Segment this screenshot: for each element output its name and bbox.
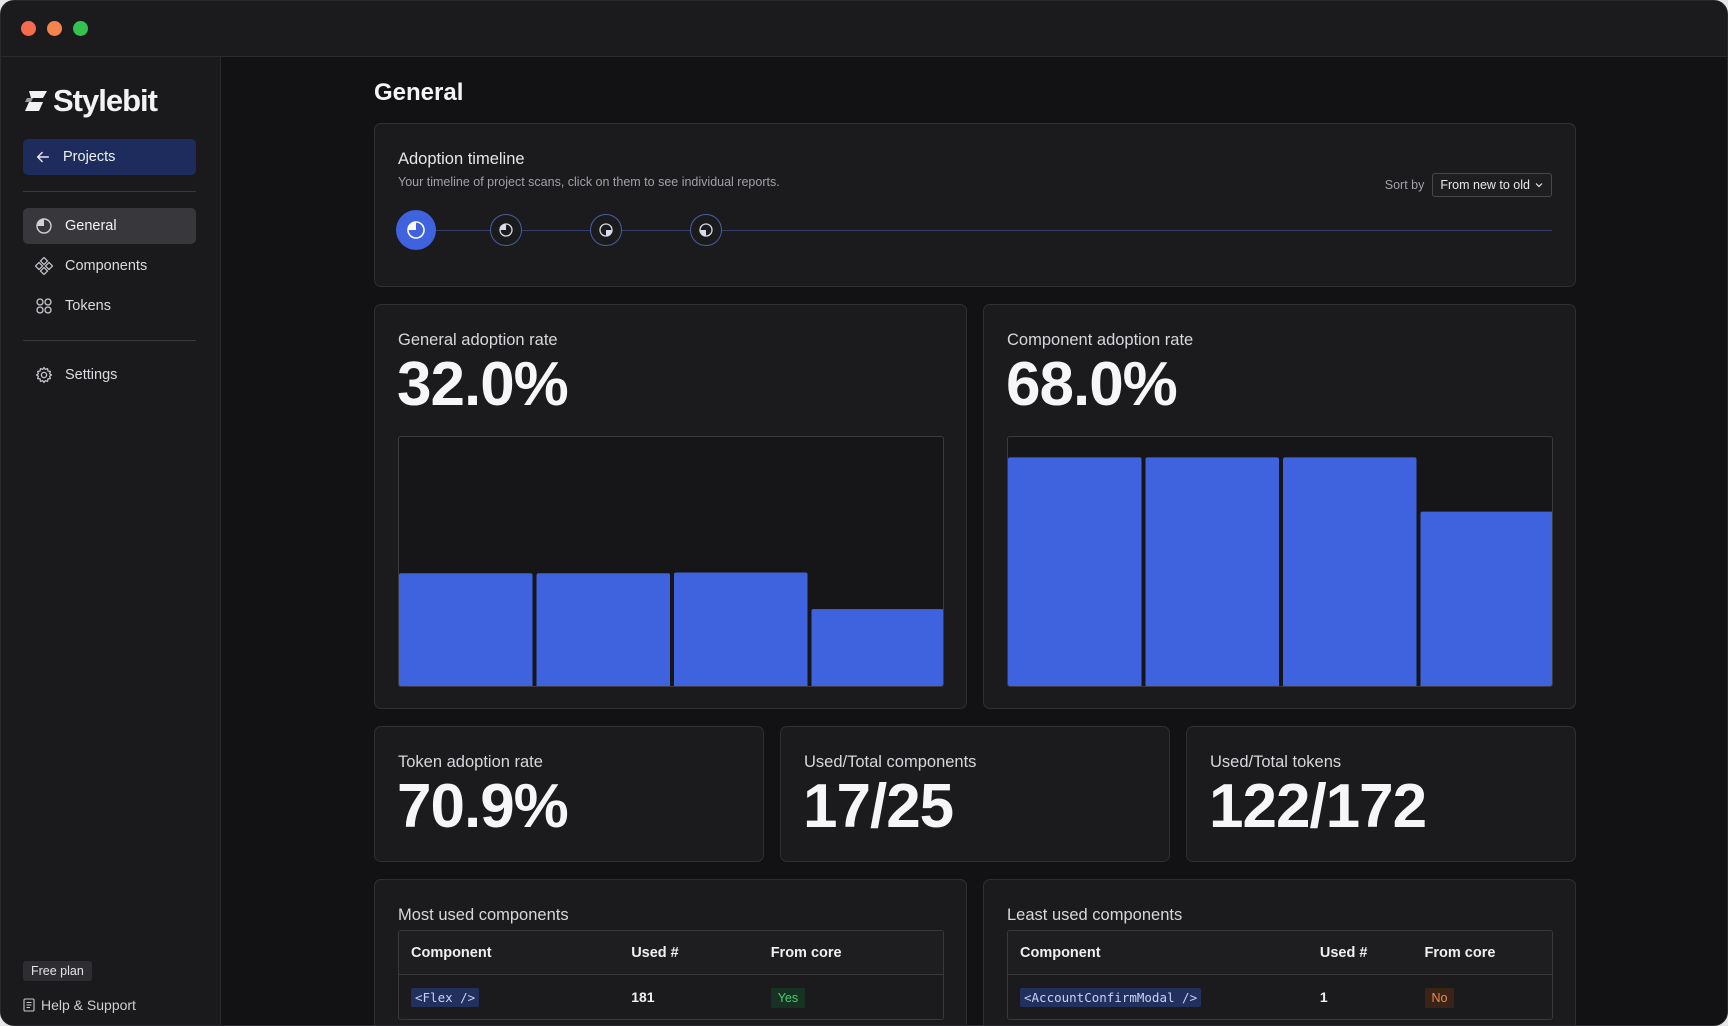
general-adoption-card: General adoption rate 32.0% [374,304,967,709]
logo-mark-icon [25,91,47,111]
stat-value: 70.9% [397,772,569,841]
table-header-row: Component Used # From core [399,931,943,975]
from-core-badge: Yes [770,988,806,1008]
pie-chart-icon [599,223,613,237]
app-name: Stylebit [53,83,158,118]
component-adoption-bars [1008,457,1554,687]
table-row[interactable]: <AccountConfirmModal /> 1 No [1008,975,1552,1019]
document-icon [23,998,35,1012]
component-adoption-chart [1007,436,1553,687]
sidebar-item-components[interactable]: Components [23,248,196,284]
logo[interactable]: Stylebit [23,83,158,119]
timeline-subtitle: Your timeline of project scans, click on… [398,175,780,189]
least-used-table: Component Used # From core <AccountConfi… [1007,930,1553,1020]
most-used-table: Component Used # From core <Flex /> 181 … [398,930,944,1020]
from-core-badge: No [1424,988,1455,1008]
table-row[interactable]: <Flex /> 181 Yes [399,975,943,1019]
sidebar-item-label: Components [65,258,148,274]
sidebar-divider [23,191,196,192]
close-window-button[interactable] [21,21,36,36]
bar-scan-4[interactable] [1420,511,1554,687]
component-name: <Flex /> [411,988,480,1007]
column-header[interactable]: Component [411,944,492,961]
column-header[interactable]: Used # [631,944,679,961]
column-header[interactable]: Component [1020,944,1101,961]
projects-back-label: Projects [63,149,116,165]
bar-scan-3[interactable] [1283,457,1417,687]
sort-value: From new to old [1440,178,1530,192]
sort-label: Sort by [1384,178,1425,192]
bar-scan-4[interactable] [811,609,945,687]
help-support-label: Help & Support [41,997,136,1013]
components-icon [35,257,53,275]
used-total-components-card: Used/Total components 17/25 [780,726,1170,862]
main-content: General Adoption timeline Your timeline … [222,57,1727,1025]
pie-chart-icon [407,221,425,239]
sidebar: Stylebit Projects General [1,57,221,1025]
least-used-components-card: Least used components Component Used # F… [983,879,1576,1025]
chevron-down-icon [1535,183,1543,188]
component-adoption-card: Component adoption rate 68.0% [983,304,1576,709]
sidebar-item-settings[interactable]: Settings [23,357,196,393]
stat-value: 17/25 [803,772,954,841]
bar-scan-3[interactable] [674,572,808,687]
sidebar-item-label: Tokens [65,298,111,314]
page-title: General [374,79,464,106]
title-bar [1,1,1727,57]
projects-back-button[interactable]: Projects [23,139,196,175]
used-total-tokens-card: Used/Total tokens 122/172 [1186,726,1576,862]
bar-scan-1[interactable] [1008,457,1142,687]
column-header[interactable]: From core [770,944,842,961]
tokens-icon [36,298,52,314]
timeline-scan-node[interactable] [590,214,622,246]
bar-scan-1[interactable] [399,573,533,687]
bar-scan-2[interactable] [1145,457,1280,687]
bar-scan-2[interactable] [536,573,671,687]
sort-control: Sort by From new to old [1385,173,1552,197]
pie-chart-icon [699,223,713,237]
timeline-scan-node[interactable] [690,214,722,246]
sidebar-item-general[interactable]: General [23,208,196,244]
general-adoption-bars [399,572,945,687]
table-title: Most used components [398,906,569,924]
stat-label: Used/Total tokens [1210,753,1342,771]
table-header-row: Component Used # From core [1008,931,1552,975]
used-count: 181 [631,989,655,1005]
component-adoption-label: Component adoption rate [1007,331,1194,349]
stat-label: Token adoption rate [398,753,543,771]
timeline-scan-node-active[interactable] [396,210,436,250]
component-name: <AccountConfirmModal /> [1020,988,1202,1007]
component-adoption-value: 68.0% [1006,350,1178,419]
gear-icon [35,366,53,384]
stat-label: Used/Total components [804,753,977,771]
column-header[interactable]: From core [1424,944,1496,961]
pie-chart-icon [499,223,513,237]
help-support-link[interactable]: Help & Support [23,997,136,1013]
sidebar-item-tokens[interactable]: Tokens [23,288,196,324]
plan-badge: Free plan [23,961,92,981]
column-header[interactable]: Used # [1319,944,1368,961]
most-used-components-card: Most used components Component Used # Fr… [374,879,967,1025]
general-adoption-value: 32.0% [397,350,569,419]
maximize-window-button[interactable] [73,21,88,36]
sort-dropdown[interactable]: From new to old [1432,173,1552,197]
token-adoption-card: Token adoption rate 70.9% [374,726,764,862]
stat-value: 122/172 [1209,772,1427,841]
used-count: 1 [1319,989,1328,1005]
pie-chart-icon [36,218,52,234]
adoption-timeline-card: Adoption timeline Your timeline of proje… [374,123,1576,287]
sidebar-item-label: Settings [65,367,118,383]
sidebar-item-label: General [65,218,117,234]
arrow-left-icon [36,151,50,163]
general-adoption-label: General adoption rate [398,331,558,349]
sidebar-divider [23,340,196,341]
minimize-window-button[interactable] [47,21,62,36]
timeline-scan-node[interactable] [490,214,522,246]
timeline-title: Adoption timeline [398,150,525,168]
timeline-track [415,230,1552,231]
table-title: Least used components [1007,906,1183,924]
general-adoption-chart [398,436,944,687]
